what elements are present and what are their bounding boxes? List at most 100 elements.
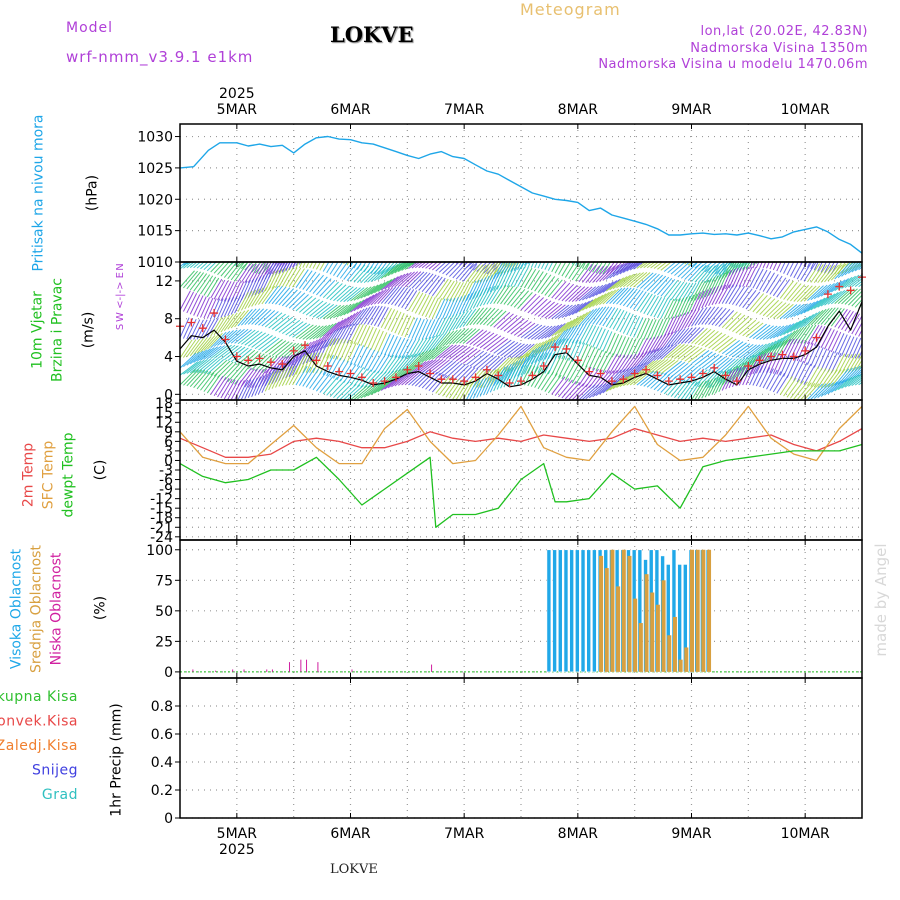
wind-barb [439, 246, 457, 259]
wind-barb [500, 268, 511, 289]
cloud-title: Srednja Oblacnost [29, 545, 45, 673]
wind-barb [738, 344, 757, 359]
wind-barb [261, 285, 276, 305]
wind-barb [786, 303, 805, 319]
wind-barb [582, 285, 600, 301]
wind-barb [745, 291, 761, 310]
wind-gust-point [244, 356, 253, 365]
wind-barb [240, 290, 253, 311]
pressure-ylabel: (hPa) [85, 175, 101, 211]
wind-barb [585, 307, 601, 326]
wind-barb [796, 314, 814, 330]
wind-barb [292, 355, 302, 376]
wind-barb [493, 311, 511, 328]
wind-barb [568, 262, 581, 280]
wind-barb [186, 293, 198, 314]
wind-barb [772, 277, 787, 297]
wind-barb [735, 287, 749, 306]
wind-barb [551, 281, 567, 299]
wind-gust-point [710, 363, 719, 372]
wind-barb [701, 262, 714, 272]
wind-barb [657, 344, 674, 361]
wind-barb [841, 274, 860, 289]
wind-barb [227, 295, 238, 316]
wind-barb [524, 295, 541, 312]
wind-barb [496, 369, 507, 390]
wind-barb [271, 363, 283, 384]
wind-barb [353, 307, 368, 326]
wind-barb [353, 385, 372, 400]
wind-barb [759, 325, 778, 340]
wind-barb [562, 241, 571, 261]
wind-barb [384, 334, 395, 356]
wind-gust-point [835, 282, 844, 291]
wind-barb [339, 262, 354, 279]
wind-barb [247, 353, 265, 369]
wind-barb [466, 262, 474, 268]
wind-barb [551, 330, 566, 349]
wind-barb [438, 360, 457, 376]
wind-barb [612, 310, 625, 330]
wind-barb [745, 322, 764, 338]
wind-barb [431, 332, 447, 351]
wind-barb [561, 262, 571, 277]
wind-barb [643, 347, 660, 365]
wind-barb [571, 300, 590, 315]
wind-barb [544, 324, 563, 339]
wind-barb [377, 332, 388, 353]
wind-barb [186, 359, 205, 374]
cloud-title: Niska Oblacnost [49, 552, 65, 665]
wind-barb [479, 307, 496, 325]
cloud-high-bar [546, 549, 552, 673]
wind-barb [329, 318, 347, 335]
wind-barb [183, 351, 201, 368]
y-tick-label: -18 [150, 511, 173, 527]
cloud-ylabel: (%) [93, 596, 109, 620]
wind-barb [390, 311, 402, 332]
wind-barb [687, 327, 705, 344]
wind-barb [647, 262, 648, 263]
wind-barb [742, 262, 748, 271]
wind-barb [650, 296, 662, 317]
wind-barb [309, 262, 314, 269]
wind-barb [213, 298, 224, 319]
wind-barb [446, 247, 463, 260]
wind-gust-point [801, 346, 810, 355]
wind-barb [237, 292, 249, 312]
wind-barb [769, 302, 787, 319]
wind-barb [779, 321, 798, 337]
wind-barb [479, 355, 498, 371]
wind-barb [595, 265, 612, 283]
wind-barb [524, 342, 541, 358]
wind-barb [581, 264, 597, 283]
wind-barb [329, 262, 339, 275]
wind-barb [387, 336, 398, 357]
wind-barb [595, 290, 613, 306]
wind-barb [626, 262, 640, 272]
wind-barb [200, 247, 217, 260]
wind-barb [654, 246, 671, 260]
wind-barb [241, 262, 250, 269]
x-year-label-top: 2025 [219, 86, 255, 102]
wind-barb [561, 316, 579, 333]
wind-barb [592, 349, 603, 370]
wind-barb [721, 340, 740, 355]
wind-barb [643, 262, 653, 269]
wind-barb [807, 297, 826, 312]
wind-barb [380, 333, 391, 355]
wind-barb [588, 383, 607, 399]
wind-barb [715, 262, 730, 275]
wind-barb [787, 240, 796, 260]
wind-barb [861, 268, 862, 269]
wind-barb [520, 355, 531, 376]
wind-barb [507, 318, 525, 334]
wind-barb [585, 294, 604, 310]
wind-barb [462, 349, 481, 364]
wind-barb [619, 273, 638, 288]
wind-gust-point [755, 356, 764, 365]
wind-barb [418, 294, 430, 315]
wind-barb [285, 357, 296, 379]
wind-gust-point [698, 369, 707, 378]
wind-barb [854, 264, 862, 272]
wind-barb [640, 359, 658, 375]
